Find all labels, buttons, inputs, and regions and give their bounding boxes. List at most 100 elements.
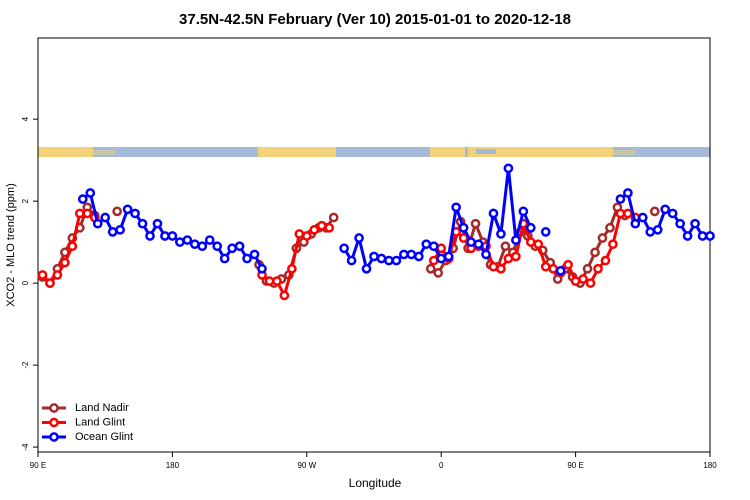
- data-point: [324, 222, 335, 233]
- data-point: [60, 257, 70, 268]
- data-point: [272, 276, 282, 286]
- data-point: [436, 243, 447, 254]
- data-point: [555, 265, 566, 276]
- data-point: [100, 212, 111, 223]
- data-point: [257, 263, 267, 274]
- data-point: [107, 227, 118, 237]
- data-point: [473, 239, 484, 250]
- data-point: [533, 239, 544, 250]
- data-point: [470, 218, 481, 229]
- x-tick-label: 90 E: [30, 461, 46, 470]
- data-point: [443, 251, 454, 262]
- data-point: [690, 218, 700, 229]
- data-point: [637, 212, 648, 223]
- data-point: [122, 204, 133, 215]
- legend-label: Land Nadir: [75, 402, 129, 414]
- data-point: [421, 239, 432, 250]
- data-point: [525, 237, 536, 247]
- data-point: [428, 255, 439, 266]
- data-point: [182, 235, 193, 245]
- data-point: [316, 220, 327, 231]
- data-point: [466, 237, 476, 247]
- y-tick-label: -2: [21, 361, 30, 369]
- data-point: [540, 261, 551, 272]
- data-point: [115, 224, 125, 235]
- data-point: [563, 259, 573, 270]
- data-point: [511, 251, 521, 262]
- data-point: [309, 224, 320, 235]
- data-point: [518, 206, 529, 217]
- data-point: [219, 253, 230, 264]
- x-tick-label: 90 W: [297, 461, 316, 470]
- data-point: [500, 241, 511, 252]
- data-point: [77, 194, 88, 204]
- data-point: [227, 243, 237, 254]
- data-point: [204, 235, 215, 245]
- x-tick-label: 180: [703, 461, 717, 470]
- data-point: [82, 208, 93, 219]
- data-point: [652, 224, 663, 235]
- data-point: [249, 249, 260, 260]
- data-point: [458, 222, 469, 233]
- data-point: [451, 202, 461, 213]
- data-point: [294, 229, 305, 239]
- legend-label: Ocean Glint: [75, 431, 133, 443]
- legend-marker: [49, 403, 59, 413]
- data-point: [597, 233, 608, 243]
- data-point: [137, 218, 148, 229]
- data-point: [92, 218, 103, 229]
- data-point: [578, 274, 588, 284]
- data-point: [585, 278, 596, 288]
- data-point: [458, 233, 469, 243]
- data-point: [152, 218, 163, 229]
- x-axis-label: Longitude: [349, 476, 402, 490]
- data-point: [425, 263, 436, 274]
- data-point: [52, 270, 63, 280]
- data-point: [413, 251, 424, 262]
- data-point: [384, 255, 394, 266]
- data-point: [234, 241, 245, 252]
- data-point: [212, 241, 223, 252]
- legend-marker: [49, 417, 59, 428]
- data-point: [361, 263, 372, 274]
- data-point: [189, 239, 200, 250]
- data-point: [548, 263, 559, 274]
- data-point: [74, 208, 85, 219]
- data-point: [339, 243, 349, 254]
- data-point: [525, 222, 536, 233]
- data-point: [675, 218, 685, 229]
- data-point: [433, 268, 444, 278]
- data-point: [705, 231, 715, 241]
- data-point: [600, 255, 611, 266]
- data-point: [175, 237, 185, 247]
- data-point: [667, 208, 678, 219]
- data-point: [130, 208, 140, 219]
- map-strip: [38, 147, 710, 157]
- data-point: [608, 239, 618, 250]
- data-point: [540, 227, 551, 237]
- y-axis-label: XCO2 - MLO trend (ppm): [5, 183, 17, 306]
- data-point: [481, 249, 491, 260]
- data-point: [496, 229, 506, 239]
- data-point: [287, 263, 297, 274]
- data-point: [112, 206, 122, 217]
- data-point: [45, 278, 55, 288]
- y-tick-label: 4: [21, 116, 30, 121]
- data-point: [697, 231, 708, 241]
- data-point: [593, 263, 603, 274]
- data-point: [511, 235, 521, 245]
- y-tick-label: -4: [21, 443, 30, 451]
- data-point: [503, 163, 514, 174]
- data-point: [590, 247, 600, 258]
- data-point: [660, 204, 671, 215]
- data-point: [582, 263, 593, 274]
- data-point: [145, 231, 155, 241]
- data-point: [682, 231, 693, 241]
- data-point: [623, 208, 633, 219]
- plot-frame: [37, 37, 711, 453]
- data-point: [354, 233, 364, 243]
- data-point: [488, 208, 499, 219]
- data-point: [623, 188, 633, 198]
- data-point: [346, 255, 357, 266]
